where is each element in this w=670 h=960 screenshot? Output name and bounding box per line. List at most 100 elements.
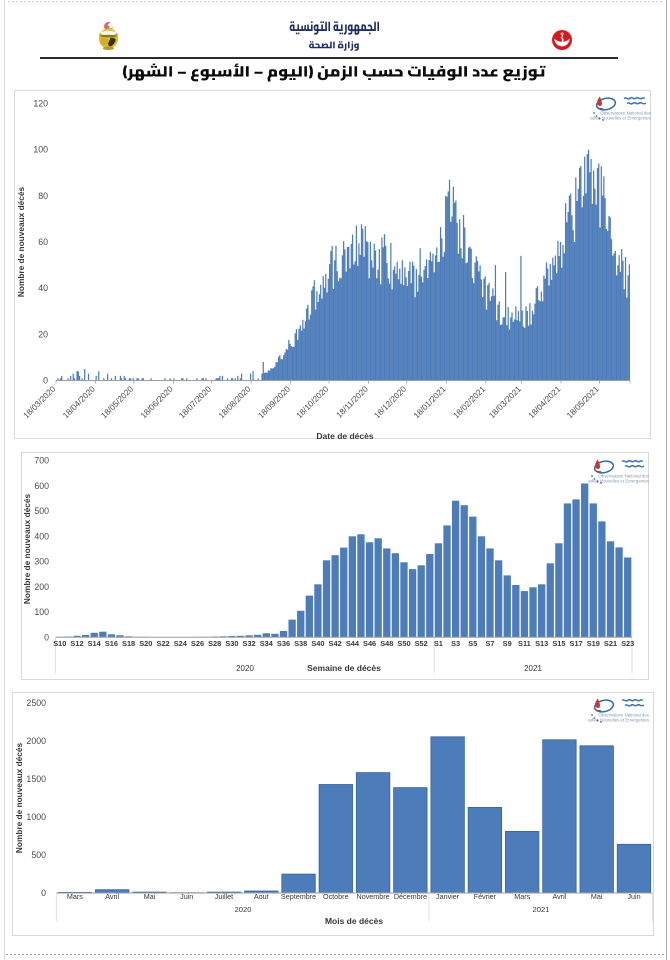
svg-text:600: 600 bbox=[34, 481, 49, 491]
svg-text:Mai: Mai bbox=[144, 892, 156, 901]
svg-text:18/02/2021: 18/02/2021 bbox=[451, 384, 488, 421]
svg-text:18/08/2020: 18/08/2020 bbox=[216, 384, 253, 421]
svg-text:S46: S46 bbox=[363, 639, 376, 648]
svg-text:Février: Février bbox=[474, 892, 497, 901]
svg-text:100: 100 bbox=[33, 145, 48, 155]
svg-text:Mai: Mai bbox=[591, 892, 603, 901]
svg-text:S23: S23 bbox=[621, 639, 634, 648]
svg-text:S7: S7 bbox=[485, 639, 494, 648]
svg-text:S10: S10 bbox=[53, 639, 66, 648]
svg-text:S19: S19 bbox=[587, 639, 600, 648]
svg-text:18/09/2020: 18/09/2020 bbox=[256, 384, 293, 421]
svg-text:60: 60 bbox=[38, 237, 48, 247]
svg-text:Juin: Juin bbox=[180, 892, 193, 901]
svg-text:18/05/2020: 18/05/2020 bbox=[99, 384, 136, 421]
svg-text:S24: S24 bbox=[174, 639, 188, 648]
svg-text:120: 120 bbox=[33, 99, 48, 109]
svg-text:S5: S5 bbox=[468, 639, 477, 648]
svg-text:Aout: Aout bbox=[254, 892, 269, 901]
svg-text:700: 700 bbox=[34, 456, 49, 466]
svg-text:S20: S20 bbox=[139, 639, 152, 648]
svg-text:18/03/2021: 18/03/2021 bbox=[487, 384, 524, 421]
svg-text:Date de décès: Date de décès bbox=[316, 431, 373, 439]
svg-text:18/10/2020: 18/10/2020 bbox=[294, 384, 331, 421]
svg-text:18/11/2020: 18/11/2020 bbox=[334, 384, 370, 420]
svg-text:Mois de décès: Mois de décès bbox=[325, 916, 383, 926]
svg-text:Avril: Avril bbox=[552, 892, 566, 901]
svg-text:S14: S14 bbox=[88, 639, 102, 648]
svg-text:Observatoire National des: Observatoire National des bbox=[598, 474, 650, 479]
svg-text:40: 40 bbox=[38, 283, 48, 293]
svg-text:1000: 1000 bbox=[26, 812, 46, 822]
svg-text:S30: S30 bbox=[225, 639, 238, 648]
svg-text:Nombre de nouveaux décés: Nombre de nouveaux décés bbox=[22, 494, 32, 605]
svg-text:2020: 2020 bbox=[235, 905, 252, 914]
svg-text:2000: 2000 bbox=[26, 736, 46, 746]
svg-text:S21: S21 bbox=[604, 639, 617, 648]
svg-text:500: 500 bbox=[34, 506, 49, 516]
svg-text:18/01/2021: 18/01/2021 bbox=[411, 384, 448, 421]
svg-text:S34: S34 bbox=[260, 639, 274, 648]
svg-text:20: 20 bbox=[38, 329, 48, 339]
svg-text:2021: 2021 bbox=[524, 664, 542, 673]
svg-text:Avril: Avril bbox=[105, 892, 119, 901]
svg-text:S42: S42 bbox=[329, 639, 342, 648]
svg-text:Maladies Nouvelles et Emergent: Maladies Nouvelles et Emergentes bbox=[588, 718, 650, 723]
svg-text:18/03/2020: 18/03/2020 bbox=[21, 384, 58, 421]
svg-text:Janvier: Janvier bbox=[436, 892, 460, 901]
svg-text:Semaine de décès: Semaine de décès bbox=[307, 663, 381, 673]
svg-text:18/07/2020: 18/07/2020 bbox=[177, 384, 214, 421]
svg-text:Novembre: Novembre bbox=[357, 892, 390, 901]
svg-text:S17: S17 bbox=[570, 639, 583, 648]
svg-text:1500: 1500 bbox=[26, 774, 46, 784]
svg-text:Maladies Nouvelles et Emergent: Maladies Nouvelles et Emergentes bbox=[588, 479, 650, 484]
svg-text:2020: 2020 bbox=[236, 664, 254, 673]
svg-text:S13: S13 bbox=[535, 639, 548, 648]
svg-text:0: 0 bbox=[43, 376, 48, 386]
svg-text:S22: S22 bbox=[157, 639, 170, 648]
svg-text:Juillet: Juillet bbox=[215, 892, 233, 901]
svg-text:S11: S11 bbox=[518, 639, 531, 648]
svg-text:S38: S38 bbox=[294, 639, 307, 648]
svg-text:S32: S32 bbox=[243, 639, 256, 648]
svg-text:2500: 2500 bbox=[26, 698, 46, 708]
svg-text:18/04/2021: 18/04/2021 bbox=[526, 384, 563, 421]
svg-text:Maladies Nouvelles et Emergent: Maladies Nouvelles et Emergentes bbox=[590, 116, 652, 121]
svg-text:S40: S40 bbox=[311, 639, 324, 648]
svg-text:18/04/2020: 18/04/2020 bbox=[60, 384, 97, 421]
svg-text:80: 80 bbox=[38, 191, 48, 201]
svg-text:S16: S16 bbox=[105, 639, 118, 648]
svg-text:S9: S9 bbox=[503, 639, 512, 648]
svg-text:S15: S15 bbox=[552, 639, 565, 648]
svg-text:100: 100 bbox=[34, 607, 49, 617]
svg-text:200: 200 bbox=[34, 582, 49, 592]
svg-text:300: 300 bbox=[34, 557, 49, 567]
svg-text:S28: S28 bbox=[208, 639, 221, 648]
svg-text:18/06/2020: 18/06/2020 bbox=[138, 384, 175, 421]
svg-text:Juin: Juin bbox=[627, 892, 640, 901]
svg-text:S48: S48 bbox=[380, 639, 393, 648]
svg-text:0: 0 bbox=[41, 888, 46, 898]
svg-text:S44: S44 bbox=[346, 639, 360, 648]
svg-text:S12: S12 bbox=[70, 639, 83, 648]
svg-text:400: 400 bbox=[34, 531, 49, 541]
svg-text:Mars: Mars bbox=[67, 892, 83, 901]
svg-text:0: 0 bbox=[44, 632, 49, 642]
svg-text:500: 500 bbox=[31, 850, 46, 860]
svg-text:18/05/2021: 18/05/2021 bbox=[564, 384, 601, 421]
svg-text:S26: S26 bbox=[191, 639, 204, 648]
svg-text:Mars: Mars bbox=[514, 892, 530, 901]
svg-text:Nombre de nouveaux décés: Nombre de nouveaux décés bbox=[14, 743, 24, 854]
svg-text:S50: S50 bbox=[397, 639, 410, 648]
svg-text:2021: 2021 bbox=[533, 905, 550, 914]
svg-text:S52: S52 bbox=[415, 639, 428, 648]
svg-text:Observatoire National des: Observatoire National des bbox=[600, 111, 652, 116]
svg-text:S36: S36 bbox=[277, 639, 290, 648]
svg-text:S1: S1 bbox=[434, 639, 443, 648]
svg-text:S18: S18 bbox=[122, 639, 135, 648]
svg-text:Octobre: Octobre bbox=[323, 892, 349, 901]
svg-text:18/12/2020: 18/12/2020 bbox=[372, 384, 409, 421]
svg-text:Nombre de nouveaux décés: Nombre de nouveaux décés bbox=[16, 187, 26, 298]
svg-text:Décembre: Décembre bbox=[394, 892, 427, 901]
svg-text:Observatoire National des: Observatoire National des bbox=[598, 713, 650, 718]
